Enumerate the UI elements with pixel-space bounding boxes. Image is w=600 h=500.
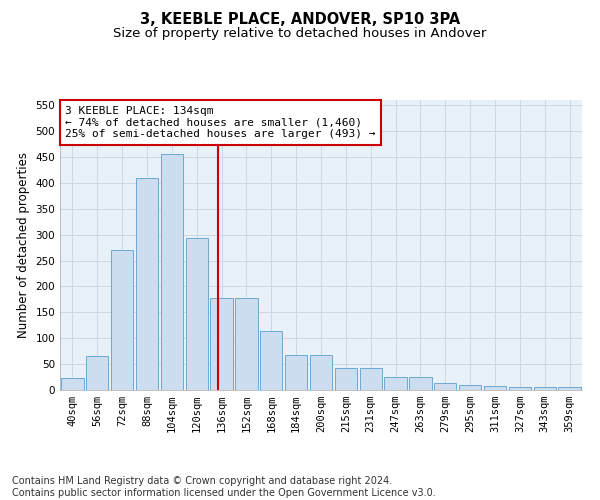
Bar	[211, 298, 233, 390]
Bar	[61, 378, 83, 390]
Bar	[559, 388, 581, 390]
Bar	[509, 387, 531, 390]
Bar	[459, 385, 481, 390]
Bar	[409, 377, 431, 390]
Text: Contains HM Land Registry data © Crown copyright and database right 2024.
Contai: Contains HM Land Registry data © Crown c…	[12, 476, 436, 498]
Bar	[235, 298, 257, 390]
Bar	[434, 384, 457, 390]
Bar	[385, 377, 407, 390]
Bar	[359, 368, 382, 390]
Bar	[310, 355, 332, 390]
Bar	[335, 368, 357, 390]
Text: 3, KEEBLE PLACE, ANDOVER, SP10 3PA: 3, KEEBLE PLACE, ANDOVER, SP10 3PA	[140, 12, 460, 28]
Bar	[285, 355, 307, 390]
Bar	[185, 238, 208, 390]
Bar	[484, 386, 506, 390]
Y-axis label: Number of detached properties: Number of detached properties	[17, 152, 30, 338]
Text: Size of property relative to detached houses in Andover: Size of property relative to detached ho…	[113, 28, 487, 40]
Bar	[260, 332, 283, 390]
Bar	[136, 178, 158, 390]
Bar	[161, 154, 183, 390]
Text: 3 KEEBLE PLACE: 134sqm
← 74% of detached houses are smaller (1,460)
25% of semi-: 3 KEEBLE PLACE: 134sqm ← 74% of detached…	[65, 106, 376, 139]
Bar	[533, 388, 556, 390]
Bar	[86, 356, 109, 390]
Bar	[111, 250, 133, 390]
